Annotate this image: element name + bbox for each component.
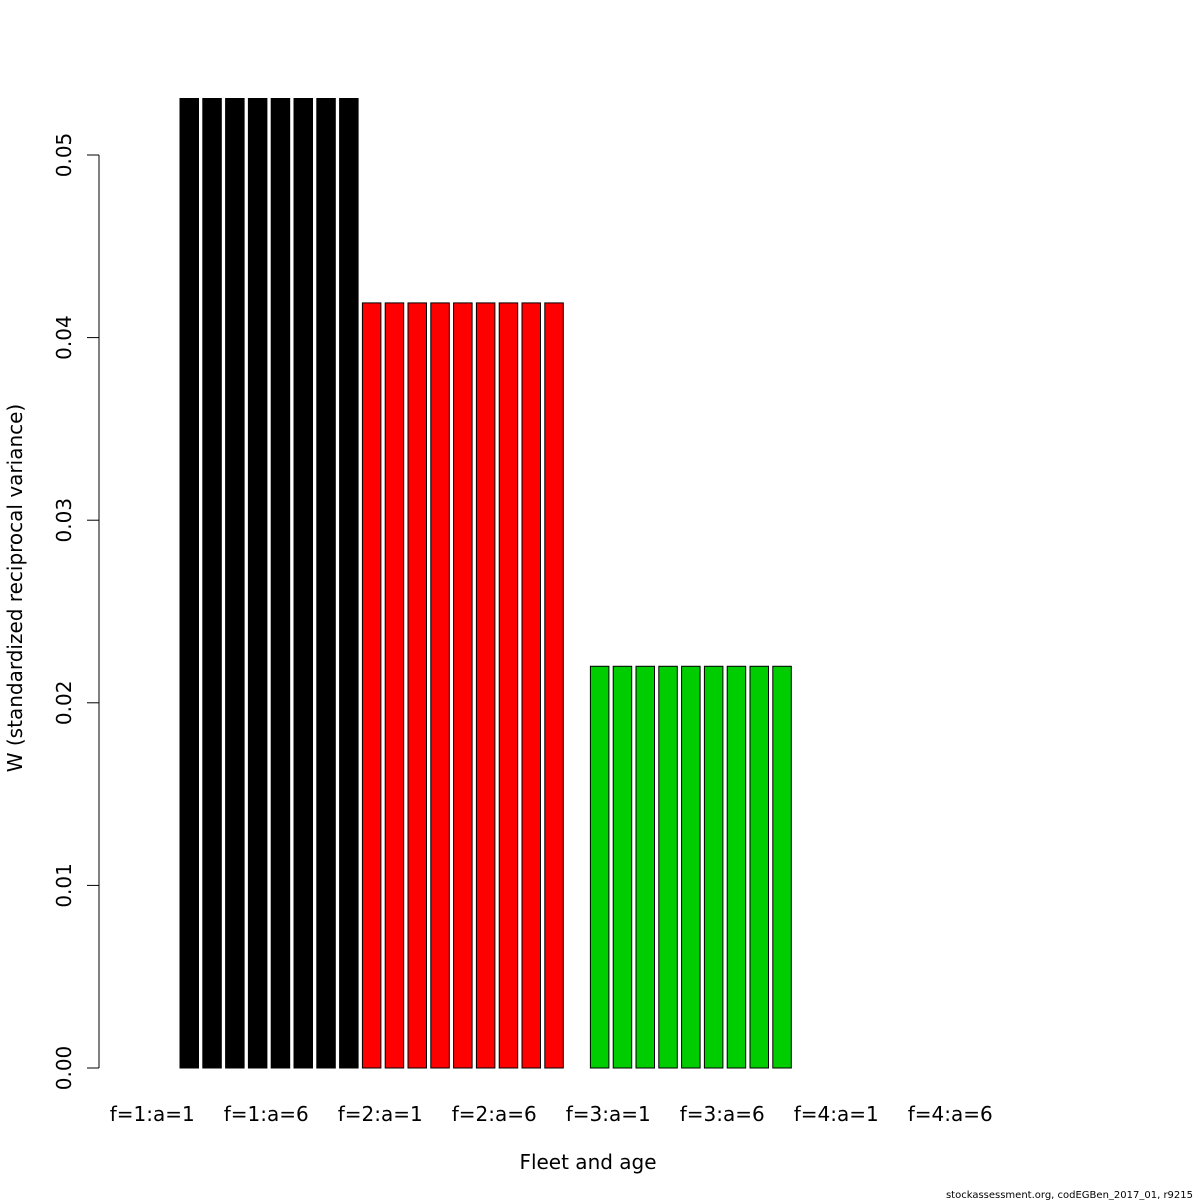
- bar-f=1:a=3: [225, 98, 245, 1069]
- bar-f=1:a=4: [247, 98, 268, 1069]
- y-tick-label-0.03: 0.03: [52, 498, 76, 543]
- bar-f=1:a=7: [316, 98, 336, 1069]
- bar-f=2:a=1: [361, 302, 382, 1069]
- x-tick-label-f=4:a=1: f=4:a=1: [794, 1102, 879, 1126]
- bar-f=1:a=2: [202, 98, 222, 1069]
- bar-f=2:a=5: [453, 302, 473, 1069]
- bar-f=1:a=8: [339, 98, 359, 1069]
- x-tick-label-f=4:a=6: f=4:a=6: [908, 1102, 993, 1126]
- y-tick-label-0.02: 0.02: [52, 681, 76, 726]
- x-tick-label-f=2:a=1: f=2:a=1: [338, 1102, 423, 1126]
- x-tick-labels: f=1:a=1 f=1:a=6 f=2:a=1 f=2:a=6 f=3:a=1 f=3:a…: [110, 1102, 993, 1126]
- bar-f=2:a=6: [475, 302, 496, 1069]
- bar-f=1:a=5: [270, 98, 291, 1069]
- bar-f=3:a=3: [635, 665, 655, 1069]
- bar-f=3:a=9: [772, 665, 792, 1069]
- bar-f=2:a=8: [521, 302, 541, 1069]
- x-tick-label-f=3:a=6: f=3:a=6: [680, 1102, 765, 1126]
- x-tick-label-f=3:a=1: f=3:a=1: [566, 1102, 651, 1126]
- y-axis-label: W (standardized reciprocal variance): [3, 404, 27, 773]
- bar-f=1:a=6: [293, 98, 313, 1069]
- x-axis-label: Fleet and age: [519, 1150, 656, 1174]
- bar-f=3:a=7: [726, 665, 747, 1069]
- bar-f=2:a=2: [384, 302, 405, 1069]
- bar-f=3:a=4: [658, 665, 678, 1069]
- bar-f=3:a=1: [589, 665, 610, 1069]
- bar-f=2:a=4: [430, 302, 450, 1069]
- bar-f=2:a=7: [498, 302, 519, 1069]
- y-tick-label-0.01: 0.01: [52, 863, 76, 908]
- bar-f=2:a=3: [407, 302, 427, 1069]
- footer-credit: stockassessment.org, codEGBen_2017_01, r…: [946, 1190, 1193, 1200]
- bar-f=3:a=5: [681, 665, 701, 1069]
- bar-f=2:a=9: [544, 302, 564, 1069]
- x-tick-label-f=1:a=6: f=1:a=6: [224, 1102, 309, 1126]
- x-tick-label-f=1:a=1: f=1:a=1: [110, 1102, 195, 1126]
- x-tick-label-f=2:a=6: f=2:a=6: [452, 1102, 537, 1126]
- bar-f=3:a=2: [612, 665, 633, 1069]
- y-tick-label-0.00: 0.00: [52, 1046, 76, 1091]
- y-axis: 0.00 0.01 0.02 0.03 0.04 0.05: [52, 133, 100, 1091]
- bars-group: [179, 98, 792, 1069]
- y-tick-label-0.05: 0.05: [52, 133, 76, 178]
- bar-f=3:a=6: [703, 665, 724, 1069]
- bar-f=3:a=8: [749, 665, 769, 1069]
- y-tick-label-0.04: 0.04: [52, 315, 76, 360]
- bar-f=1:a=1: [179, 98, 199, 1069]
